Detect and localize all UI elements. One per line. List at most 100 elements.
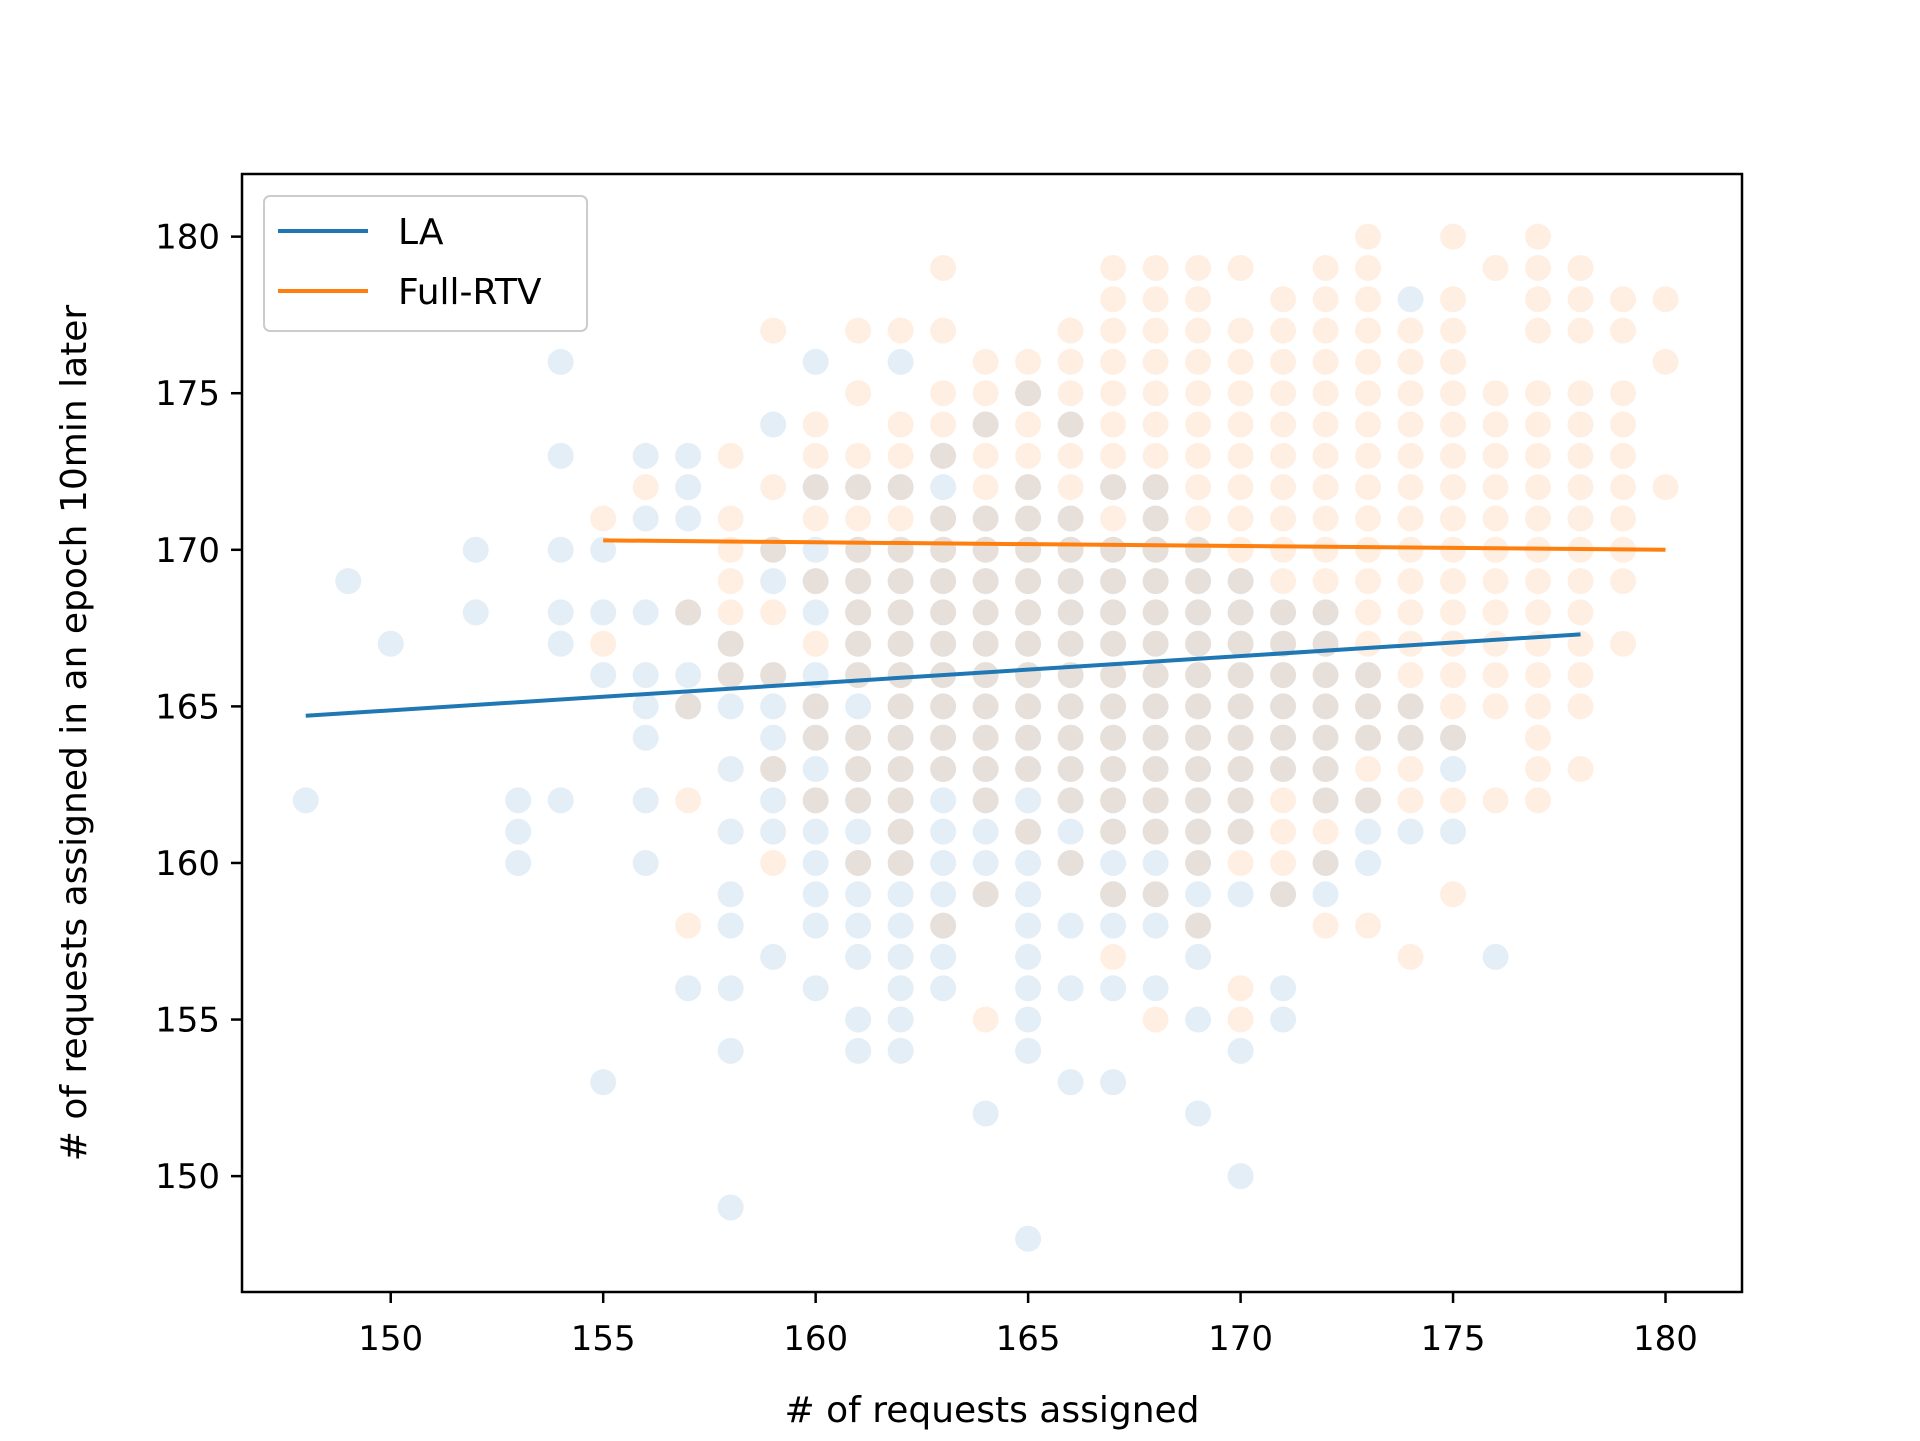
scatter-point-full-rtv — [1185, 724, 1212, 751]
scatter-point-full-rtv — [1185, 317, 1212, 344]
scatter-point-la — [887, 943, 914, 970]
scatter-point-full-rtv — [1185, 787, 1212, 814]
scatter-point-la — [930, 912, 957, 939]
trend-line-la — [305, 632, 1581, 718]
scatter-point-full-rtv — [1015, 818, 1042, 845]
scatter-point-full-rtv — [1312, 724, 1339, 751]
scatter-point-full-rtv — [1312, 380, 1339, 407]
x-tick-label: 155 — [571, 1319, 636, 1359]
scatter-point-la — [972, 756, 999, 783]
scatter-point-full-rtv — [1227, 505, 1254, 532]
scatter-point-la — [632, 599, 659, 626]
scatter-point-full-rtv — [1142, 505, 1169, 532]
scatter-point-full-rtv — [1100, 254, 1127, 281]
scatter-point-la — [1312, 693, 1339, 720]
scatter-point-full-rtv — [1440, 881, 1467, 908]
legend-label-la: LA — [398, 212, 444, 253]
scatter-point-la — [675, 442, 702, 469]
scatter-point-la — [1397, 693, 1424, 720]
scatter-point-full-rtv — [1312, 317, 1339, 344]
scatter-point-la — [1100, 787, 1127, 814]
scatter-point-la — [1185, 912, 1212, 939]
scatter-point-full-rtv — [972, 881, 999, 908]
scatter-point-full-rtv — [675, 599, 702, 626]
scatter-point-la — [972, 630, 999, 657]
scatter-point-la — [887, 599, 914, 626]
scatter-point-full-rtv — [887, 693, 914, 720]
scatter-point-la — [1185, 881, 1212, 908]
scatter-point-la — [972, 568, 999, 595]
scatter-point-full-rtv — [1312, 411, 1339, 438]
scatter-point-la — [845, 912, 872, 939]
scatter-point-full-rtv — [1440, 442, 1467, 469]
scatter-point-full-rtv — [1355, 380, 1382, 407]
scatter-point-la — [845, 724, 872, 751]
scatter-point-full-rtv — [1142, 348, 1169, 375]
scatter-point-full-rtv — [1567, 599, 1594, 626]
scatter-point-la — [802, 756, 829, 783]
scatter-point-la — [1100, 662, 1127, 689]
scatter-point-full-rtv — [1440, 411, 1467, 438]
scatter-point-full-rtv — [1100, 348, 1127, 375]
series-full-rtv-points — [590, 223, 1679, 1033]
scatter-point-full-rtv — [1100, 568, 1127, 595]
scatter-point-full-rtv — [887, 568, 914, 595]
scatter-point-full-rtv — [1270, 568, 1297, 595]
scatter-point-la — [1227, 693, 1254, 720]
scatter-point-la — [802, 348, 829, 375]
scatter-point-la — [802, 693, 829, 720]
scatter-point-full-rtv — [1397, 943, 1424, 970]
scatter-point-full-rtv — [845, 505, 872, 532]
scatter-point-full-rtv — [887, 317, 914, 344]
scatter-point-full-rtv — [760, 849, 787, 876]
scatter-point-la — [802, 724, 829, 751]
scatter-point-la — [930, 505, 957, 532]
scatter-point-la — [1142, 849, 1169, 876]
scatter-point-full-rtv — [1142, 474, 1169, 501]
scatter-point-la — [930, 568, 957, 595]
scatter-point-la — [1057, 505, 1084, 532]
scatter-point-la — [1397, 818, 1424, 845]
scatter-point-full-rtv — [590, 505, 617, 532]
scatter-point-la — [887, 756, 914, 783]
scatter-point-full-rtv — [802, 630, 829, 657]
scatter-point-full-rtv — [1312, 787, 1339, 814]
scatter-point-full-rtv — [1525, 254, 1552, 281]
y-axis-label: # of requests assigned in an epoch 10min… — [54, 305, 95, 1162]
scatter-point-la — [1142, 630, 1169, 657]
scatter-point-full-rtv — [802, 568, 829, 595]
scatter-point-full-rtv — [1057, 505, 1084, 532]
scatter-point-la — [845, 568, 872, 595]
scatter-point-la — [1270, 662, 1297, 689]
scatter-point-la — [1312, 724, 1339, 751]
scatter-point-full-rtv — [1652, 474, 1679, 501]
scatter-point-full-rtv — [1015, 756, 1042, 783]
scatter-point-la — [1015, 693, 1042, 720]
scatter-point-la — [930, 599, 957, 626]
scatter-point-full-rtv — [887, 818, 914, 845]
scatter-point-full-rtv — [1185, 849, 1212, 876]
scatter-point-la — [845, 599, 872, 626]
scatter-point-la — [1142, 505, 1169, 532]
scatter-point-la — [1057, 849, 1084, 876]
scatter-point-full-rtv — [1440, 286, 1467, 313]
scatter-point-full-rtv — [1482, 693, 1509, 720]
scatter-point-full-rtv — [930, 630, 957, 657]
scatter-point-la — [930, 975, 957, 1002]
scatter-point-la — [845, 849, 872, 876]
scatter-point-full-rtv — [1312, 599, 1339, 626]
scatter-point-la — [1312, 756, 1339, 783]
scatter-point-la — [1142, 724, 1169, 751]
scatter-point-full-rtv — [972, 662, 999, 689]
scatter-point-full-rtv — [845, 787, 872, 814]
scatter-point-full-rtv — [1312, 756, 1339, 783]
scatter-point-la — [1312, 881, 1339, 908]
scatter-point-la — [1270, 724, 1297, 751]
scatter-point-la — [760, 693, 787, 720]
scatter-point-full-rtv — [1567, 286, 1594, 313]
scatter-point-la — [1015, 630, 1042, 657]
scatter-point-la — [887, 881, 914, 908]
scatter-point-la — [972, 724, 999, 751]
scatter-point-full-rtv — [930, 411, 957, 438]
scatter-point-la — [930, 724, 957, 751]
